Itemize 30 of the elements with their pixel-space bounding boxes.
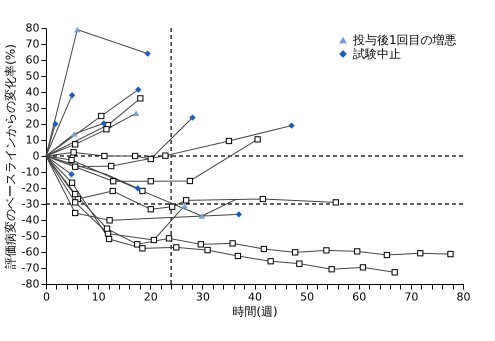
y-tick-label: 50 [26,70,40,82]
legend-label: 投与後1回目の増悪 [352,33,457,47]
y-tick-label: -30 [22,198,40,210]
x-tick-label: 70 [404,290,418,304]
x-tick-label: 50 [300,290,314,304]
y-tick-label: 0 [32,150,40,162]
y-tick-label: 70 [26,38,40,50]
x-tick-label: 20 [144,290,158,304]
y-tick-label: 30 [26,102,40,114]
y-axis-title: 評価病変のベースラインからの変化率(%) [4,44,18,269]
y-tick-label: -10 [22,166,40,178]
y-tick-label: 80 [26,22,40,34]
x-axis-title: 時間(週) [232,304,278,318]
x-tick-label: 10 [92,290,106,304]
y-tick-label: 40 [26,86,40,98]
x-tick-label: 80 [456,290,470,304]
y-tick-label: -70 [22,262,40,274]
y-tick-label: -50 [22,230,40,242]
x-tick-label: 40 [248,290,262,304]
x-tick-label: 0 [43,290,50,304]
y-tick-label: 10 [26,134,40,146]
x-tick-label: 30 [196,290,210,304]
y-tick-label: 20 [26,118,40,130]
y-tick-label: -20 [22,182,40,194]
legend-label: 試験中止 [353,47,401,61]
y-tick-label: -60 [22,246,40,258]
y-tick-label: -80 [22,278,40,290]
x-tick-label: 60 [352,290,366,304]
y-tick-label: -40 [22,214,40,226]
y-tick-label: 60 [26,54,40,66]
